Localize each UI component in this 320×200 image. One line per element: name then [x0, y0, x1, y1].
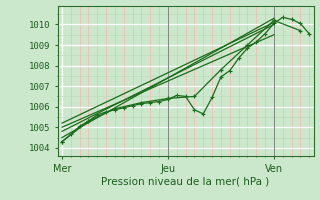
X-axis label: Pression niveau de la mer( hPa ): Pression niveau de la mer( hPa ) [101, 176, 270, 186]
